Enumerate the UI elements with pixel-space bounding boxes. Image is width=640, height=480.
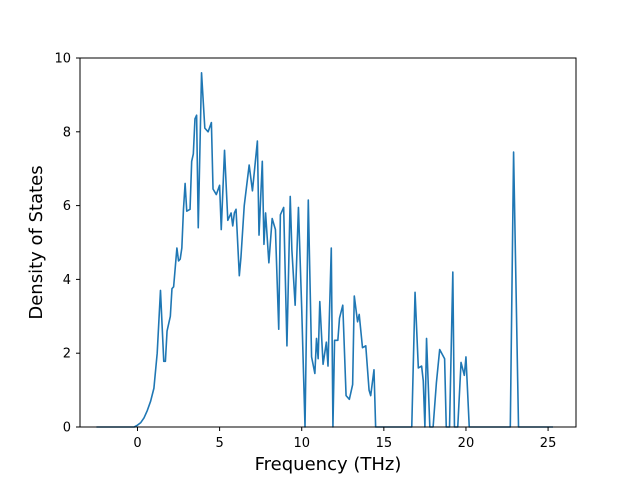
y-axis-label: Density of States — [26, 165, 47, 319]
y-tick-label: 2 — [63, 347, 71, 362]
y-tick-label: 10 — [54, 52, 71, 67]
y-tick-label: 0 — [63, 421, 71, 436]
x-tick-label: 15 — [376, 436, 393, 451]
x-tick-label: 5 — [215, 436, 223, 451]
x-axis-label: Frequency (THz) — [255, 454, 402, 475]
y-tick-label: 8 — [63, 125, 71, 140]
x-tick-label: 25 — [540, 436, 557, 451]
x-tick-label: 0 — [133, 436, 141, 451]
plot-layer — [96, 71, 554, 428]
y-tick-label: 6 — [63, 199, 71, 214]
y-tick-label: 4 — [63, 273, 71, 288]
series-line-0 — [96, 71, 554, 428]
ticks-layer: 0 5 10 15 20 25 0 2 4 6 8 10 — [54, 52, 556, 452]
x-tick-label: 10 — [293, 436, 310, 451]
x-tick-label: 20 — [458, 436, 475, 451]
plot-frame — [79, 57, 577, 428]
